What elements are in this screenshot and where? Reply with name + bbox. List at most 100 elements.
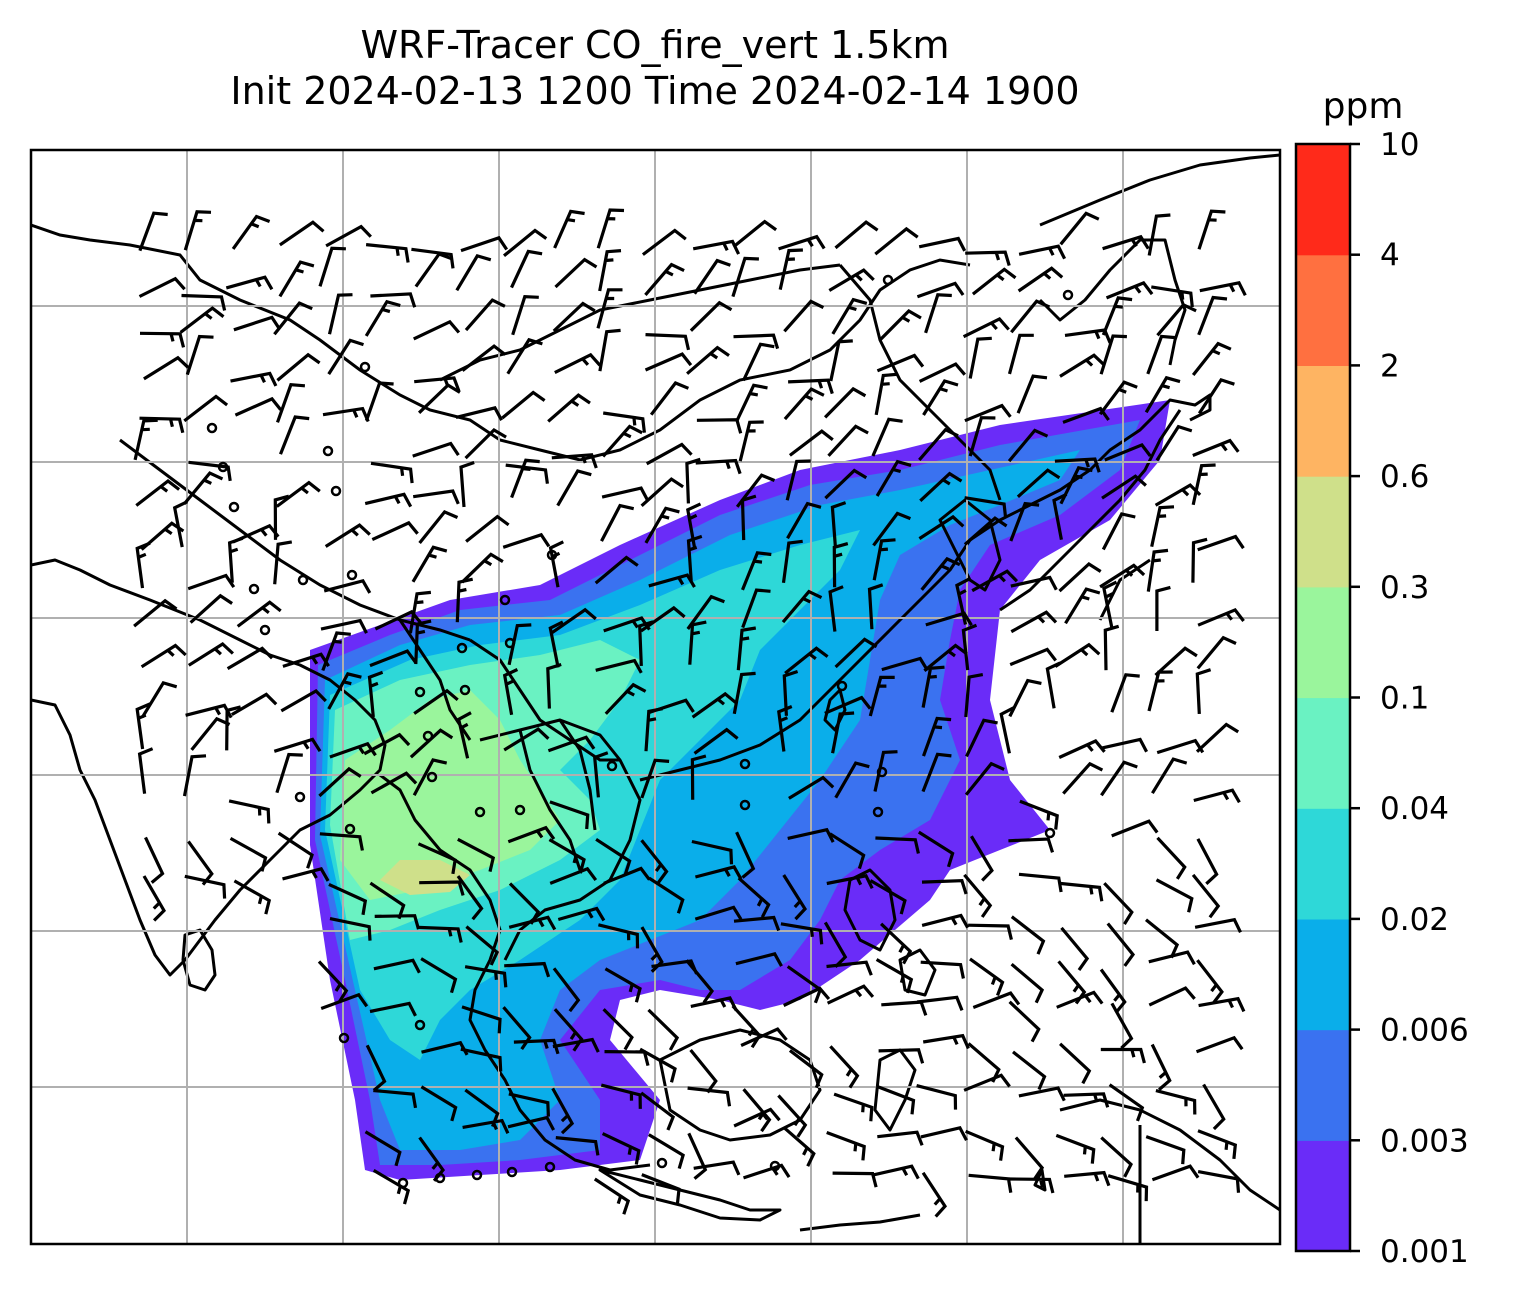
wind-barb xyxy=(923,643,968,672)
wind-barb xyxy=(826,1131,866,1161)
wind-barb xyxy=(1099,563,1146,589)
wind-barb xyxy=(455,254,492,292)
coastline-srilanka xyxy=(181,928,217,992)
wind-barb xyxy=(370,771,418,795)
colorbar-tick-label: 0.02 xyxy=(1380,902,1449,938)
wind-barb xyxy=(1101,296,1133,336)
wind-calm-marker xyxy=(471,1169,483,1181)
wind-barb xyxy=(961,623,978,671)
wind-barb xyxy=(137,747,154,794)
wind-barb xyxy=(322,406,370,423)
wind-barb xyxy=(881,656,929,672)
wind-barb xyxy=(735,831,756,879)
wind-barb xyxy=(1052,492,1068,540)
wind-barb xyxy=(464,427,507,460)
wind-barb xyxy=(596,288,623,329)
wind-barb xyxy=(1202,1083,1226,1131)
wind-barb xyxy=(1056,990,1104,1009)
wind-barb xyxy=(742,342,775,382)
wind-barb xyxy=(693,1160,741,1176)
wind-barb xyxy=(1058,561,1102,593)
wind-barb xyxy=(183,394,229,423)
wind-barb xyxy=(968,1173,1013,1193)
wind-barb xyxy=(1197,1170,1241,1193)
wind-barb xyxy=(600,503,635,542)
wind-barb xyxy=(1156,302,1197,337)
wind-barb xyxy=(1059,881,1104,902)
wind-barb xyxy=(1146,548,1169,592)
wind-barb xyxy=(1054,457,1101,473)
wind-barb xyxy=(233,315,281,332)
wind-barb xyxy=(693,258,731,295)
wind-barb xyxy=(187,573,236,591)
wind-barb xyxy=(508,1092,550,1117)
wind-barb xyxy=(1145,1135,1186,1165)
wind-barb xyxy=(278,220,325,247)
wind-calm-marker xyxy=(499,594,511,606)
wind-barb xyxy=(179,306,225,334)
wind-barb xyxy=(1019,799,1059,830)
wind-barb xyxy=(638,620,654,666)
wind-barb xyxy=(737,876,771,918)
wind-barb xyxy=(834,761,870,799)
wind-barb xyxy=(1151,1164,1200,1182)
wind-barb xyxy=(546,662,562,709)
wind-barb xyxy=(420,957,458,994)
wind-barb xyxy=(419,880,465,896)
wind-barb xyxy=(918,427,959,461)
wind-barb xyxy=(1106,922,1136,967)
wind-barb xyxy=(374,914,421,930)
wind-barb xyxy=(780,922,824,945)
wind-barb xyxy=(135,702,151,750)
wind-barb xyxy=(601,1132,641,1165)
wind-barb xyxy=(1155,585,1171,631)
wind-barb xyxy=(414,619,432,665)
wind-barb xyxy=(828,585,844,632)
wind-barb xyxy=(824,468,868,500)
wind-barb xyxy=(364,381,394,422)
wind-barb xyxy=(603,866,651,885)
wind-barb xyxy=(600,1083,642,1109)
wind-barb xyxy=(784,646,829,675)
wind-barb xyxy=(318,766,362,798)
coastline-bay-of-bengal xyxy=(379,773,651,1172)
wind-barb xyxy=(273,540,293,585)
wind-calm-marker xyxy=(514,804,526,816)
wind-barb xyxy=(507,623,532,666)
wind-calm-marker xyxy=(344,823,356,835)
wind-barb xyxy=(686,502,702,550)
wind-barb xyxy=(644,707,663,752)
wind-barb xyxy=(872,538,896,581)
wind-barb xyxy=(139,331,186,348)
colorbar-tick-label: 0.1 xyxy=(1380,681,1429,717)
wind-barb xyxy=(329,741,377,759)
wind-barb xyxy=(875,459,912,497)
wind-barb xyxy=(461,1005,502,1034)
wind-barb xyxy=(696,418,743,434)
wind-barb xyxy=(1010,962,1045,1004)
colorbar-tick-label: 0.6 xyxy=(1380,459,1429,495)
wind-barb xyxy=(968,923,1013,940)
wind-barb xyxy=(1103,624,1120,671)
wind-calm-marker xyxy=(346,569,358,581)
wind-barb xyxy=(688,620,707,665)
wind-barb xyxy=(420,1085,458,1122)
wind-barb xyxy=(830,501,847,548)
colorbar-tick-label: 2 xyxy=(1380,348,1400,384)
wind-barb xyxy=(273,301,313,336)
wind-barb xyxy=(872,1164,920,1180)
wind-barb xyxy=(918,514,965,540)
wind-barb xyxy=(1059,465,1093,505)
wind-barb xyxy=(234,396,282,417)
coastline-java xyxy=(598,1168,782,1222)
wind-barb xyxy=(1146,334,1176,375)
wind-barb xyxy=(641,1173,681,1204)
wind-barb xyxy=(1010,610,1058,634)
wind-barb xyxy=(414,252,453,288)
field-level-0006 xyxy=(320,450,1080,1150)
wind-barb xyxy=(782,669,799,716)
wind-barb xyxy=(1012,1050,1047,1091)
wind-barb xyxy=(373,1088,418,1109)
wind-barb xyxy=(644,506,680,544)
colorbar-segment xyxy=(1296,586,1350,699)
